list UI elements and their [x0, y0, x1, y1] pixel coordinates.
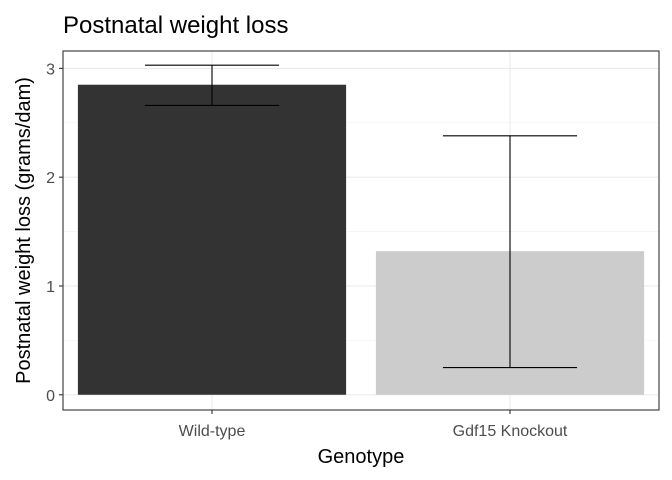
bars: [77, 84, 645, 395]
y-tick-label: 0: [46, 388, 55, 405]
y-tick-label: 3: [46, 61, 55, 78]
y-tick-label: 1: [46, 279, 55, 296]
chart-title: Postnatal weight loss: [63, 12, 288, 39]
x-tick-label: Gdf15 Knockout: [453, 423, 568, 440]
y-axis: 0 1 2 3: [46, 61, 63, 405]
error-bars: [144, 64, 578, 369]
x-axis: Wild-type Gdf15 Knockout: [179, 410, 568, 440]
x-tick-label: Wild-type: [179, 423, 246, 440]
y-axis-title: Postnatal weight loss (grams/dam): [13, 77, 35, 384]
y-tick-label: 2: [46, 170, 55, 187]
x-axis-title: Genotype: [318, 446, 405, 468]
bar-wild-type: [77, 84, 347, 395]
error-bar: [144, 64, 280, 106]
error-bar: [442, 135, 578, 369]
plot-panel-border: [62, 50, 660, 411]
